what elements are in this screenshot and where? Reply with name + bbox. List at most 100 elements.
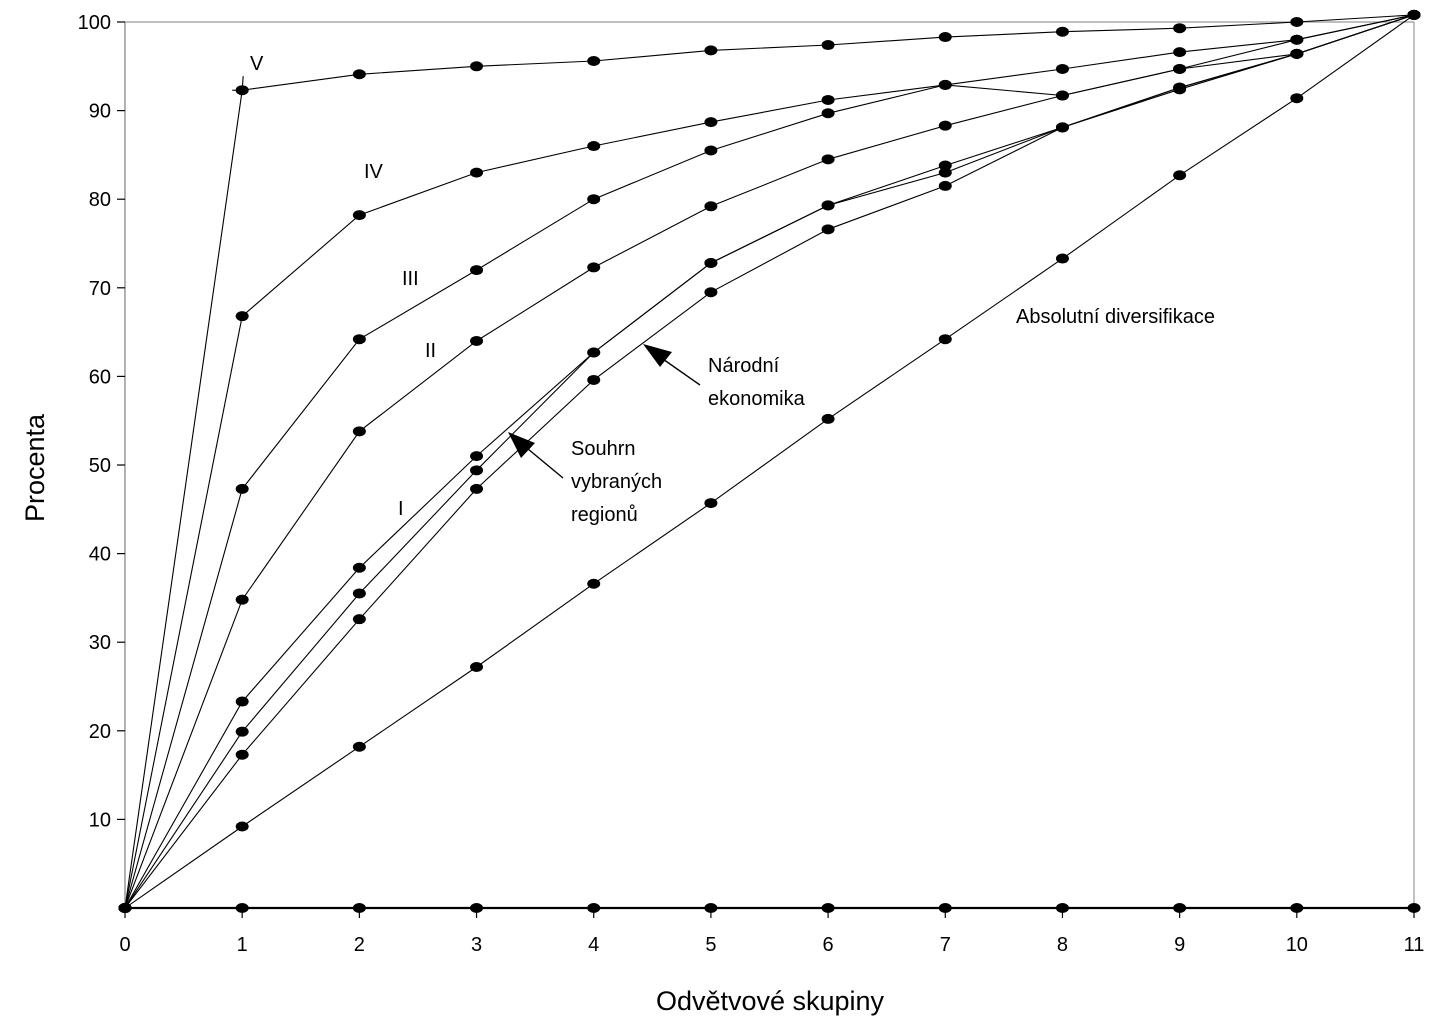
data-point (352, 614, 366, 625)
data-point (352, 562, 366, 573)
label-I: I (398, 498, 404, 520)
data-point (235, 903, 249, 913)
data-point (352, 426, 366, 437)
data-point (1173, 47, 1187, 58)
data-point (821, 413, 835, 424)
series-line-0 (124, 14, 1415, 909)
data-point (1290, 903, 1304, 913)
data-point (470, 265, 484, 276)
x-tick-label: 3 (471, 934, 482, 956)
label-IV: IV (364, 161, 384, 183)
data-point (470, 167, 484, 178)
data-point (821, 40, 835, 51)
data-point (1173, 23, 1187, 34)
data-point (587, 141, 601, 152)
y-tick-label: 30 (89, 632, 111, 654)
data-point (704, 498, 718, 509)
data-point (938, 120, 952, 131)
data-point (704, 117, 718, 128)
data-point (587, 347, 601, 358)
x-axis-title: Odvětvové skupiny (656, 986, 885, 1016)
data-point (235, 483, 249, 494)
data-point (235, 749, 249, 760)
data-point (1055, 122, 1069, 133)
data-point (1173, 63, 1187, 74)
data-point (938, 334, 952, 345)
label-II: II (425, 340, 436, 362)
series-lines (124, 14, 1415, 909)
y-axis-title: Procenta (20, 413, 50, 522)
x-tick-label: 11 (1404, 934, 1425, 956)
label-narodni-ekonomika-1: Národní (708, 355, 780, 377)
data-point (1055, 903, 1069, 913)
data-point (235, 696, 249, 707)
data-point (704, 287, 718, 298)
data-point (587, 374, 601, 385)
series-line-5 (124, 14, 1415, 909)
series-line-2 (124, 14, 1415, 909)
data-point (1055, 253, 1069, 264)
arrow-narodni-ekonomika (643, 344, 701, 386)
data-point (470, 451, 484, 462)
data-point (352, 588, 366, 599)
data-point (704, 145, 718, 156)
x-tick-label: 4 (588, 934, 599, 956)
data-point (470, 483, 484, 494)
data-point (352, 903, 366, 913)
data-point (470, 662, 484, 673)
y-tick-label: 40 (89, 544, 111, 566)
data-point (1055, 90, 1069, 101)
y-axis: 10 20 30 40 50 60 70 80 90 100 (78, 12, 125, 831)
data-point (1290, 93, 1304, 104)
data-point (704, 45, 718, 56)
x-tick-label: 7 (940, 934, 951, 956)
series-line-6 (124, 14, 1415, 909)
data-point (352, 69, 366, 80)
data-point (1290, 17, 1304, 27)
label-V: V (250, 53, 264, 75)
data-point (235, 821, 249, 832)
data-point (1055, 63, 1069, 74)
data-point (821, 224, 835, 235)
y-tick-label: 10 (89, 809, 111, 831)
x-tick-label: 0 (119, 934, 130, 956)
x-tick-label: 10 (1286, 934, 1308, 956)
y-tick-label: 80 (89, 189, 111, 211)
x-tick-label: 2 (354, 934, 365, 956)
data-point (470, 903, 484, 913)
data-point (938, 32, 952, 43)
series-line-1 (124, 14, 1415, 909)
data-point (352, 741, 366, 752)
x-tick-label: 9 (1174, 934, 1185, 956)
data-point (1173, 170, 1187, 181)
x-tick-label: 8 (1057, 934, 1068, 956)
data-point (352, 210, 366, 221)
x-tick-label: 1 (237, 934, 248, 956)
data-point (587, 194, 601, 205)
data-point (587, 578, 601, 589)
data-point (938, 180, 952, 191)
series-line-7 (124, 14, 1415, 909)
label-souhrn-2: vybraných (571, 471, 662, 493)
data-point (821, 154, 835, 165)
y-tick-label: 100 (78, 12, 111, 34)
data-point (1173, 84, 1187, 95)
data-point (1290, 48, 1304, 59)
data-point (352, 334, 366, 345)
data-point (938, 903, 952, 913)
data-point (821, 94, 835, 105)
data-point (821, 200, 835, 211)
y-tick-label: 20 (89, 721, 111, 743)
data-point (235, 85, 249, 96)
data-point (235, 726, 249, 737)
data-point (587, 903, 601, 913)
data-point (821, 108, 835, 119)
label-souhrn-3: regionů (571, 504, 638, 526)
arrow-souhrn-vybranych-regionu (508, 432, 564, 479)
y-tick-label: 60 (89, 366, 111, 388)
data-point (704, 257, 718, 268)
x-tick-label: 6 (823, 934, 834, 956)
data-point (1290, 34, 1304, 45)
x-axis: 0 1 2 3 4 5 6 7 8 9 10 11 (119, 908, 1424, 956)
